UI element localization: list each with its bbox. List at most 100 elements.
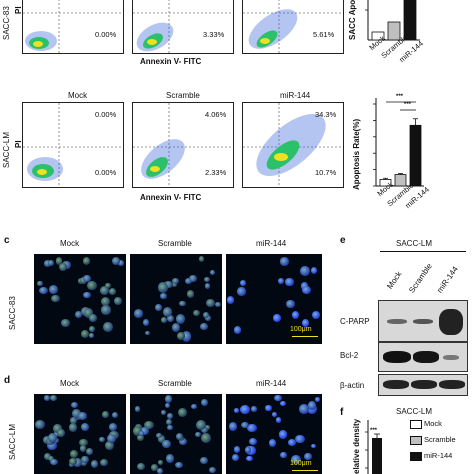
nucleus bbox=[43, 452, 52, 460]
bar-bottom-sig-2: *** bbox=[404, 102, 412, 108]
nucleus bbox=[273, 314, 282, 323]
bar-top-mock bbox=[371, 31, 385, 41]
flow-top-1-ll: 0.00% bbox=[95, 30, 117, 39]
panel-e-header-line bbox=[380, 251, 466, 252]
nucleus bbox=[81, 455, 89, 464]
panel-c-title-2: Scramble bbox=[158, 239, 192, 248]
nucleus bbox=[233, 408, 240, 413]
flow-plot-top-1: 0.00% bbox=[22, 0, 124, 54]
nucleus bbox=[175, 433, 183, 440]
panel-e-letter: e bbox=[340, 235, 346, 246]
nucleus bbox=[204, 276, 211, 282]
nucleus bbox=[43, 260, 51, 267]
nucleus bbox=[286, 299, 295, 309]
nucleus bbox=[134, 406, 141, 412]
nucleus bbox=[178, 437, 187, 445]
flow-bottom-1-ll: 0.00% bbox=[95, 168, 117, 177]
nucleus bbox=[310, 443, 316, 448]
nucleus bbox=[39, 286, 49, 295]
scale-bar-c bbox=[292, 336, 318, 337]
flow-bottom-2-ur: 4.06% bbox=[205, 110, 227, 119]
flow-top-x-axis: Annexin V- FITC bbox=[140, 57, 202, 66]
nucleus bbox=[101, 410, 109, 419]
nucleus bbox=[109, 288, 117, 295]
nucleus bbox=[77, 412, 88, 420]
nucleus bbox=[70, 416, 77, 424]
nucleus bbox=[206, 299, 216, 308]
panel-f-bar-mir144 bbox=[372, 438, 382, 474]
blot-cparp bbox=[378, 300, 468, 342]
nucleus bbox=[132, 426, 142, 437]
nucleus bbox=[275, 417, 282, 423]
scale-label-d: 100μm bbox=[290, 460, 312, 467]
nucleus bbox=[163, 306, 173, 317]
nucleus bbox=[69, 457, 77, 465]
nucleus bbox=[314, 397, 321, 403]
nucleus bbox=[310, 266, 318, 274]
nucleus bbox=[190, 403, 198, 410]
nucleus bbox=[176, 332, 185, 340]
nucleus bbox=[80, 422, 90, 431]
blot-lane-mir144: miR-144 bbox=[435, 264, 460, 295]
nucleus bbox=[167, 425, 173, 431]
nucleus bbox=[49, 284, 59, 294]
nucleus bbox=[85, 448, 93, 455]
flow-bottom-2-lr: 2.33% bbox=[205, 168, 227, 177]
nucleus bbox=[117, 259, 125, 266]
flow-density-bottom-1 bbox=[23, 103, 123, 187]
panel-c-row-label: SACC-83 bbox=[8, 296, 17, 330]
band-bcl2-scramble bbox=[413, 351, 439, 363]
nucleus bbox=[198, 256, 205, 262]
nucleus bbox=[111, 256, 121, 266]
nucleus bbox=[47, 433, 57, 444]
nucleus bbox=[111, 411, 118, 418]
flow-bottom-row-label: SACC-LM bbox=[2, 131, 11, 168]
nucleus bbox=[278, 278, 284, 285]
nucleus bbox=[182, 331, 192, 342]
nucleus bbox=[157, 468, 163, 474]
nucleus bbox=[166, 454, 174, 463]
nucleus bbox=[237, 287, 246, 296]
nucleus bbox=[80, 329, 90, 339]
nucleus bbox=[100, 296, 110, 306]
nucleus bbox=[166, 315, 174, 322]
nucleus bbox=[250, 406, 258, 412]
nucleus bbox=[137, 462, 145, 470]
nucleus bbox=[302, 319, 309, 327]
nucleus bbox=[99, 436, 105, 443]
nucleus bbox=[288, 439, 296, 446]
nucleus bbox=[164, 402, 171, 409]
nucleus bbox=[233, 446, 241, 453]
nucleus bbox=[99, 286, 109, 296]
nucleus bbox=[161, 317, 168, 323]
flow-plot-top-2: 3.33% bbox=[132, 0, 234, 54]
nucleus bbox=[79, 445, 87, 452]
band-bactin-scramble bbox=[411, 380, 437, 389]
nucleus bbox=[84, 308, 93, 318]
nucleus bbox=[245, 447, 251, 453]
nucleus bbox=[37, 280, 43, 287]
nucleus bbox=[89, 332, 95, 338]
nucleus bbox=[175, 314, 186, 324]
nucleus bbox=[195, 431, 202, 437]
nucleus bbox=[155, 304, 162, 311]
nucleus bbox=[279, 257, 290, 266]
panel-d-title-1: Mock bbox=[60, 379, 80, 388]
flow-top-3-lr: 5.61% bbox=[313, 30, 335, 39]
micrograph-d-3: 100μm bbox=[226, 394, 322, 474]
bar-bottom-sig-1: *** bbox=[396, 94, 404, 100]
nucleus bbox=[164, 395, 172, 403]
panel-f-sig: *** bbox=[370, 428, 378, 434]
nucleus bbox=[137, 434, 145, 442]
nucleus bbox=[172, 323, 181, 332]
nucleus bbox=[265, 405, 272, 411]
blot-lane-scramble: Scramble bbox=[407, 261, 434, 295]
bar-bottom-chart bbox=[373, 98, 424, 187]
flow-density-top-3 bbox=[243, 0, 343, 53]
panel-f-legend-mock: Mock bbox=[424, 419, 442, 428]
nucleus bbox=[79, 438, 89, 447]
flow-bottom-3-ur: 34.3% bbox=[315, 110, 337, 119]
flow-density-bottom-2 bbox=[133, 103, 233, 187]
nucleus bbox=[209, 269, 216, 276]
nucleus bbox=[157, 435, 165, 443]
